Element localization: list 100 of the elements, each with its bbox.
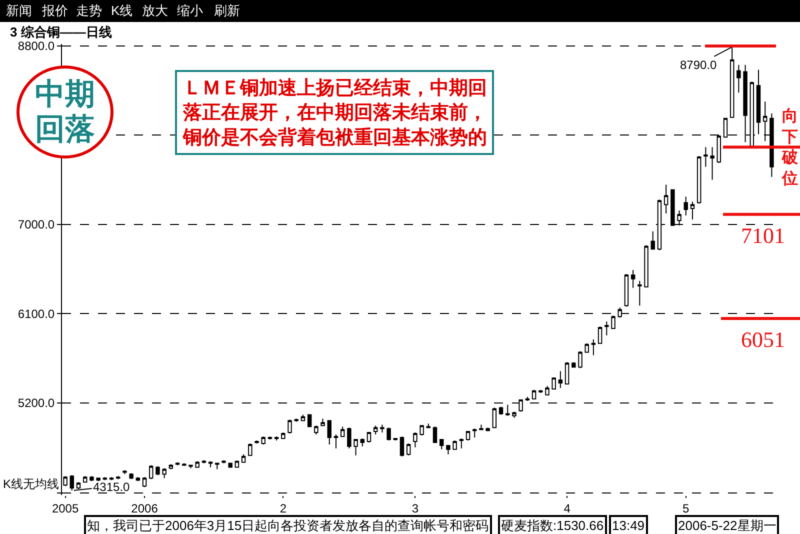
x-tick-label: 3 bbox=[412, 501, 419, 516]
candlestick bbox=[241, 454, 246, 463]
candlestick bbox=[354, 438, 358, 456]
candlestick bbox=[545, 385, 550, 396]
candlestick bbox=[756, 69, 761, 135]
candlestick bbox=[162, 468, 166, 479]
candlestick bbox=[578, 350, 582, 369]
candlestick bbox=[406, 442, 411, 456]
text: 知，我司已于2006年3月15日起向各投资者发放各自的查询帐号和密码 bbox=[87, 518, 489, 533]
candlestick bbox=[611, 315, 616, 329]
candlestick bbox=[386, 427, 391, 441]
candlestick bbox=[82, 476, 88, 483]
candlestick bbox=[472, 428, 477, 438]
text: 硬麦指数:1530.66 bbox=[501, 518, 604, 533]
candlestick bbox=[426, 423, 431, 428]
text: 刷新 bbox=[214, 3, 240, 18]
text: 2006-5-22星期一 bbox=[678, 518, 776, 533]
x-tick-label: 2005 bbox=[52, 501, 79, 516]
candlestick bbox=[334, 434, 338, 449]
candlestick bbox=[340, 426, 345, 438]
candlestick bbox=[373, 425, 378, 436]
candlestick bbox=[142, 476, 147, 488]
candlestick bbox=[486, 427, 490, 432]
text: 新闻 bbox=[6, 3, 32, 18]
candlestick bbox=[366, 432, 372, 443]
candlestick bbox=[380, 424, 384, 434]
x-tick-label: 4 bbox=[564, 501, 571, 516]
candlestick bbox=[624, 273, 629, 308]
candlestick bbox=[420, 425, 424, 436]
annotation: 8790.0 bbox=[680, 58, 718, 72]
candlestick bbox=[248, 442, 252, 456]
candlestick bbox=[525, 396, 530, 402]
x-tick-label: 2 bbox=[280, 501, 287, 516]
y-tick-label: 5200.0 bbox=[18, 396, 55, 410]
candlestick bbox=[644, 244, 648, 288]
candlestick bbox=[572, 362, 576, 368]
candlestick bbox=[202, 460, 206, 464]
candlestick bbox=[188, 464, 193, 469]
candlestick bbox=[591, 338, 596, 356]
candlestick bbox=[90, 476, 94, 482]
candlestick bbox=[261, 436, 266, 445]
text: K线无均线 bbox=[3, 477, 60, 491]
annotation: ＬＭＥ铜加速上扬已经结束，中期回落正在展开，在中期回落未结束前，铜价是不会背着包袱重回基本涨势的 bbox=[182, 77, 487, 148]
candlestick bbox=[307, 414, 312, 428]
candlestick bbox=[704, 146, 708, 168]
candlestick bbox=[268, 436, 272, 440]
y-tick-label: 6100.0 bbox=[18, 306, 55, 321]
candlestick bbox=[281, 432, 286, 439]
candlestick bbox=[136, 476, 140, 482]
candlestick bbox=[288, 419, 292, 434]
candlestick bbox=[452, 440, 457, 450]
candlestick bbox=[347, 427, 352, 449]
candlestick bbox=[439, 438, 444, 450]
candlestick bbox=[360, 438, 364, 447]
candlestick bbox=[109, 476, 114, 481]
candlestick bbox=[604, 321, 609, 336]
text: 缩小 bbox=[177, 3, 203, 18]
candlestick bbox=[195, 460, 200, 468]
text: 走势 bbox=[76, 3, 102, 18]
text: K线 bbox=[111, 3, 133, 18]
candlestick bbox=[102, 476, 108, 481]
candlestick bbox=[208, 460, 213, 468]
candlestick bbox=[96, 478, 100, 482]
candlestick bbox=[638, 280, 642, 306]
candlestick bbox=[228, 462, 232, 468]
candlestick bbox=[446, 444, 450, 455]
candlestick bbox=[300, 414, 306, 422]
candlestick bbox=[664, 184, 668, 214]
candlestick bbox=[413, 432, 418, 448]
candlestick bbox=[327, 420, 332, 445]
candlestick bbox=[538, 389, 543, 394]
ref-line-label: 向下破位 bbox=[781, 107, 799, 188]
candlestick bbox=[400, 436, 404, 457]
candlestick bbox=[222, 460, 226, 464]
candlestick bbox=[598, 326, 602, 344]
candlestick bbox=[122, 470, 127, 475]
candlestick bbox=[690, 201, 695, 220]
candlestick bbox=[512, 411, 516, 418]
text: 报价 bbox=[41, 3, 68, 18]
ref-line-label: 6051 bbox=[741, 327, 785, 352]
candlestick bbox=[182, 462, 186, 466]
candlestick bbox=[175, 462, 180, 466]
candlestick bbox=[532, 389, 536, 400]
annotation: 4315.0 bbox=[93, 480, 130, 494]
ref-line-label: 7101 bbox=[741, 223, 785, 248]
candlestick bbox=[479, 424, 484, 430]
candlestick bbox=[254, 440, 259, 444]
annotation: 中期 bbox=[35, 78, 95, 111]
text: 13:49 bbox=[612, 518, 645, 533]
candlestick bbox=[274, 436, 279, 441]
candlestick bbox=[564, 362, 570, 384]
x-tick-label: 5 bbox=[682, 501, 690, 516]
candlestick bbox=[234, 460, 240, 468]
candlestick bbox=[650, 230, 655, 250]
candlestick bbox=[116, 476, 120, 480]
candlestick bbox=[736, 64, 741, 94]
candlestick bbox=[552, 378, 556, 390]
x-tick-label: 2006 bbox=[131, 501, 158, 516]
candlestick bbox=[492, 407, 497, 428]
candlestick bbox=[584, 342, 589, 353]
